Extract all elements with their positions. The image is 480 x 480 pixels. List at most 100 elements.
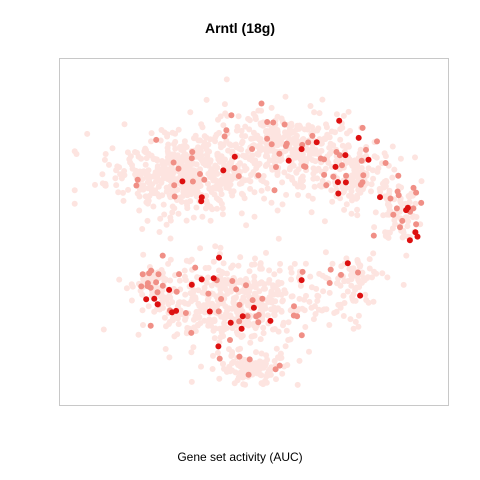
scatter-point <box>258 350 265 357</box>
scatter-point <box>395 172 402 179</box>
scatter-point <box>237 345 244 352</box>
scatter-point <box>138 283 145 290</box>
scatter-point <box>280 322 286 329</box>
scatter-point <box>250 304 257 311</box>
scatter-point <box>172 145 179 152</box>
scatter-point <box>169 299 176 306</box>
scatter-point <box>182 316 188 323</box>
scatter-point <box>247 178 254 185</box>
scatter-point <box>271 187 278 194</box>
scatter-point <box>258 144 265 151</box>
scatter-point <box>336 152 343 159</box>
scatter-point <box>221 133 228 140</box>
scatter-point <box>369 167 376 174</box>
scatter-point <box>344 288 351 295</box>
scatter-point <box>143 193 150 200</box>
scatter-point <box>163 184 170 191</box>
scatter-point <box>310 316 317 323</box>
scatter-point <box>197 182 204 189</box>
scatter-point <box>299 268 306 275</box>
scatter-point <box>205 274 211 281</box>
scatter-point <box>238 127 245 134</box>
scatter-point <box>308 304 315 311</box>
scatter-point <box>228 112 235 119</box>
scatter-point <box>166 286 173 293</box>
scatter-point <box>246 268 253 275</box>
scatter-point <box>160 201 167 208</box>
scatter-point <box>354 206 361 213</box>
scatter-point <box>254 132 261 139</box>
scatter-point <box>263 352 270 359</box>
scatter-point <box>418 178 425 185</box>
scatter-point <box>360 172 367 179</box>
scatter-point <box>214 349 221 356</box>
scatter-point <box>366 265 373 272</box>
scatter-point <box>162 346 169 352</box>
scatter-point <box>164 148 171 155</box>
scatter-point <box>255 301 262 308</box>
scatter-point <box>159 158 166 164</box>
scatter-point <box>332 163 339 170</box>
scatter-point <box>390 211 397 218</box>
scatter-point <box>99 171 106 178</box>
scatter-point <box>212 243 219 250</box>
scatter-point <box>245 154 252 161</box>
scatter-point <box>354 212 361 219</box>
scatter-point <box>370 232 377 239</box>
scatter-point <box>308 284 315 291</box>
scatter-point <box>218 200 225 207</box>
scatter-point <box>264 119 271 125</box>
scatter-point <box>387 195 394 202</box>
scatter-point <box>258 187 265 194</box>
scatter-point <box>249 146 256 152</box>
scatter-point <box>293 169 300 176</box>
scatter-point <box>175 165 182 172</box>
scatter-point <box>221 162 228 169</box>
scatter-point <box>400 281 407 288</box>
scatter-point <box>206 308 213 315</box>
scatter-point <box>192 328 199 335</box>
scatter-point <box>291 303 297 310</box>
scatter-point <box>237 369 244 376</box>
scatter-point <box>391 166 398 173</box>
scatter-point <box>198 198 205 205</box>
scatter-point <box>308 209 315 216</box>
scatter-point <box>344 260 351 267</box>
scatter-point <box>399 234 406 241</box>
scatter-point <box>231 165 238 171</box>
scatter-point <box>193 204 200 211</box>
scatter-point <box>196 153 203 160</box>
scatter-point <box>271 271 278 278</box>
scatter-point <box>253 349 259 356</box>
scatter-point <box>262 360 269 367</box>
scatter-point <box>359 269 366 276</box>
scatter-point <box>199 213 206 220</box>
scatter-point <box>278 280 285 286</box>
scatter-point <box>236 318 243 325</box>
scatter-point <box>241 321 248 328</box>
scatter-point <box>109 145 116 152</box>
scatter-point <box>161 314 168 321</box>
scatter-point <box>229 367 235 374</box>
scatter-point <box>397 224 403 231</box>
scatter-point <box>139 271 146 278</box>
scatter-point <box>286 126 293 133</box>
scatter-point <box>235 173 242 180</box>
scatter-point <box>372 209 379 216</box>
scatter-point <box>125 186 132 193</box>
scatter-point <box>278 115 285 122</box>
scatter-point <box>322 249 329 256</box>
scatter-point <box>154 301 161 308</box>
scatter-point <box>195 321 201 328</box>
scatter-point <box>291 135 298 142</box>
scatter-point <box>347 316 354 323</box>
scatter-point <box>314 175 321 182</box>
scatter-point <box>333 308 340 315</box>
scatter-point <box>150 156 157 163</box>
scatter-point <box>302 324 309 330</box>
scatter-point <box>241 163 248 170</box>
scatter-point <box>283 327 290 334</box>
scatter-point <box>217 244 224 251</box>
scatter-point <box>239 138 246 145</box>
scatter-point <box>169 209 176 216</box>
